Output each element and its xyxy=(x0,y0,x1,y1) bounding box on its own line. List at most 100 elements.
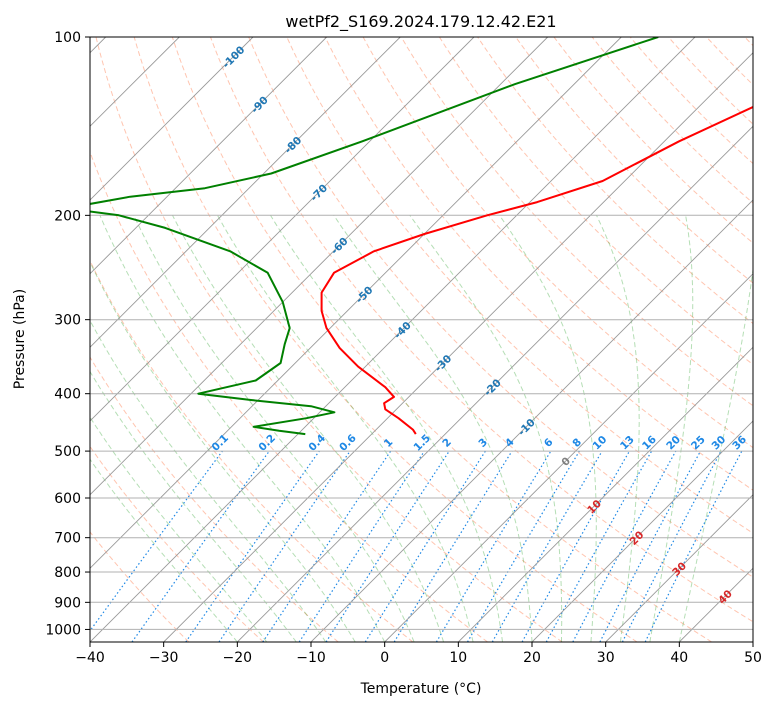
y-tick-label: 900 xyxy=(54,595,81,611)
chart-title: wetPf2_S169.2024.179.12.42.E21 xyxy=(285,12,556,32)
y-tick-label: 100 xyxy=(54,30,81,46)
dry-adiabat xyxy=(90,150,488,642)
mixing-ratio-line xyxy=(90,450,223,632)
mixing-ratio-label: 0.1 xyxy=(209,432,231,454)
isotherm-label: 20 xyxy=(628,529,647,548)
dry-adiabat xyxy=(286,37,753,534)
x-tick-label: −30 xyxy=(149,650,179,666)
moist-adiabat xyxy=(649,215,694,642)
x-axis-label: Temperature (°C) xyxy=(360,681,482,697)
dry-adiabat xyxy=(90,356,339,642)
isotherm-line xyxy=(90,37,401,348)
dry-adiabat xyxy=(171,37,712,642)
x-tick-label: 40 xyxy=(670,650,688,666)
isotherm-line xyxy=(605,494,753,642)
moist-adiabat xyxy=(99,215,386,642)
isotherm-line xyxy=(90,37,328,275)
y-axis-label: Pressure (hPa) xyxy=(12,289,28,389)
dry-adiabat xyxy=(90,531,190,642)
series-layer xyxy=(90,37,753,436)
y-tick-label: 800 xyxy=(54,565,81,581)
temperature-profile-line xyxy=(320,105,753,435)
isotherm-label: 0 xyxy=(559,455,573,469)
isotherm-label: 40 xyxy=(716,588,735,607)
y-tick-label: 400 xyxy=(54,387,81,403)
moist-adiabat xyxy=(270,215,503,642)
isotherm-line xyxy=(90,37,622,569)
mixing-ratio-label: 10 xyxy=(591,434,610,453)
mixing-ratio-label: 1.5 xyxy=(411,432,433,454)
moist-adiabat xyxy=(172,215,445,642)
moist-adiabat xyxy=(333,215,533,642)
background-lines xyxy=(90,37,753,642)
x-tick-label: 0 xyxy=(380,650,389,666)
x-tick-label: −20 xyxy=(223,650,253,666)
isotherm-line xyxy=(310,199,753,642)
mixing-ratio-line xyxy=(262,450,392,642)
dry-adiabat xyxy=(515,37,753,284)
isotherm-line xyxy=(163,52,753,642)
mixing-ratio-line xyxy=(393,450,513,642)
dry-adiabat xyxy=(477,37,753,325)
y-tick-label: 500 xyxy=(54,444,81,460)
moist-adiabat xyxy=(499,215,597,642)
moist-adiabat xyxy=(90,458,238,642)
mixing-ratio-line xyxy=(572,450,677,642)
x-tick-label: 30 xyxy=(597,650,615,666)
isotherm-line xyxy=(531,420,753,642)
mixing-ratio-line xyxy=(599,450,702,642)
y-tick-label: 300 xyxy=(54,313,81,329)
isotherm-label: -80 xyxy=(282,134,304,156)
mixing-ratio-label: 3 xyxy=(476,436,490,450)
isotherm-label: 10 xyxy=(585,498,604,517)
moist-adiabat xyxy=(596,215,640,642)
mixing-ratio-line xyxy=(185,450,320,642)
isotherm-label: -40 xyxy=(392,320,414,342)
y-tick-label: 600 xyxy=(54,491,81,507)
mixing-ratio-line xyxy=(218,450,351,642)
mixing-ratio-label: 13 xyxy=(618,434,637,453)
line-labels: 0.1 0.2 0.4 0.6 1 1.5 2 3 4 6 8 10 13 16 20 25 30 36-100-… xyxy=(209,44,749,607)
mixing-ratio-line xyxy=(466,450,580,642)
moist-adiabat xyxy=(90,370,297,642)
moist-adiabat xyxy=(90,416,268,642)
mixing-ratio-line xyxy=(491,450,603,642)
dry-adiabat xyxy=(400,37,753,407)
moist-adiabat xyxy=(678,265,753,642)
dry-adiabat xyxy=(438,37,753,366)
mixing-ratio-label: 6 xyxy=(542,436,556,450)
dry-adiabat xyxy=(133,37,638,642)
plot-area: 0.1 0.2 0.4 0.6 1 1.5 2 3 4 6 8 10 13 16 20 25 30 36-100-… xyxy=(90,37,753,642)
mixing-ratio-label: 16 xyxy=(640,434,659,453)
x-tick-label: 10 xyxy=(449,650,467,666)
mixing-ratio-line xyxy=(521,450,631,642)
isotherm-line xyxy=(236,125,753,642)
isotherm-line xyxy=(90,37,475,422)
isotherm-line xyxy=(90,37,549,496)
moist-adiabat xyxy=(217,215,474,642)
mixing-ratio-label: 36 xyxy=(730,434,749,453)
isotherm-label: 30 xyxy=(670,560,689,579)
dry-adiabat xyxy=(744,37,753,47)
grid-lines xyxy=(90,37,753,642)
dry-adiabat xyxy=(553,37,753,244)
mixing-ratio-line xyxy=(325,450,450,642)
moist-adiabat xyxy=(90,319,327,642)
x-tick-label: −10 xyxy=(296,650,326,666)
dewpoint-profile-line xyxy=(90,37,659,436)
isotherm-line xyxy=(90,37,696,642)
isotherm-line xyxy=(384,273,753,642)
mixing-ratio-label: 0.2 xyxy=(256,432,278,454)
x-tick-label: 20 xyxy=(523,650,541,666)
dry-adiabat xyxy=(668,37,753,125)
plot-frame xyxy=(89,36,754,643)
isotherm-line xyxy=(90,37,254,201)
moist-adiabat xyxy=(409,215,563,642)
mixing-ratio-label: 25 xyxy=(689,434,708,453)
dry-adiabat xyxy=(324,37,753,491)
isotherm-line xyxy=(678,567,753,642)
moist-adiabat xyxy=(133,215,415,642)
isotherm-line xyxy=(752,641,753,642)
dry-adiabat xyxy=(362,37,753,449)
